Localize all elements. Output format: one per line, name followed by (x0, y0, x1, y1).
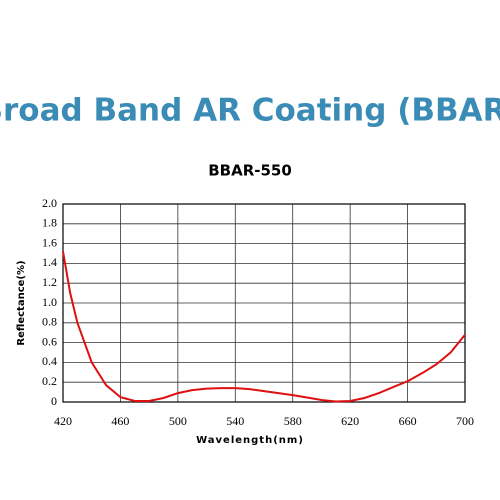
x-tick-label: 540 (226, 414, 244, 428)
plot-frame (62, 203, 466, 403)
x-axis-label: Wavelength(nm) (196, 435, 304, 446)
x-tick-label: 500 (169, 414, 187, 428)
chart-subtitle: BBAR-550 (208, 162, 292, 180)
y-tick-label: 1.6 (42, 235, 57, 249)
x-tick-label: 580 (284, 414, 302, 428)
x-tick-label: 620 (341, 414, 359, 428)
y-tick-label: 0.8 (42, 315, 57, 329)
y-tick-label: 2.0 (42, 196, 57, 210)
x-tick-label: 700 (456, 414, 474, 428)
x-tick-label: 460 (111, 414, 129, 428)
y-tick-label: 0.2 (42, 374, 57, 388)
y-tick-label: 1.2 (42, 275, 57, 289)
y-tick-label: 0 (51, 394, 57, 408)
y-tick-label: 0.6 (42, 334, 57, 348)
y-axis-label: Reflectance(%) (16, 260, 27, 345)
y-tick-label: 1.0 (42, 295, 57, 309)
x-tick-label: 420 (54, 414, 72, 428)
x-tick-label: 660 (399, 414, 417, 428)
y-tick-label: 1.4 (42, 255, 57, 269)
chart-title: Broad Band AR Coating (BBAR) (0, 93, 500, 129)
data-line (62, 251, 466, 403)
y-tick-label: 1.8 (42, 216, 57, 230)
y-tick-label: 0.4 (42, 354, 57, 368)
